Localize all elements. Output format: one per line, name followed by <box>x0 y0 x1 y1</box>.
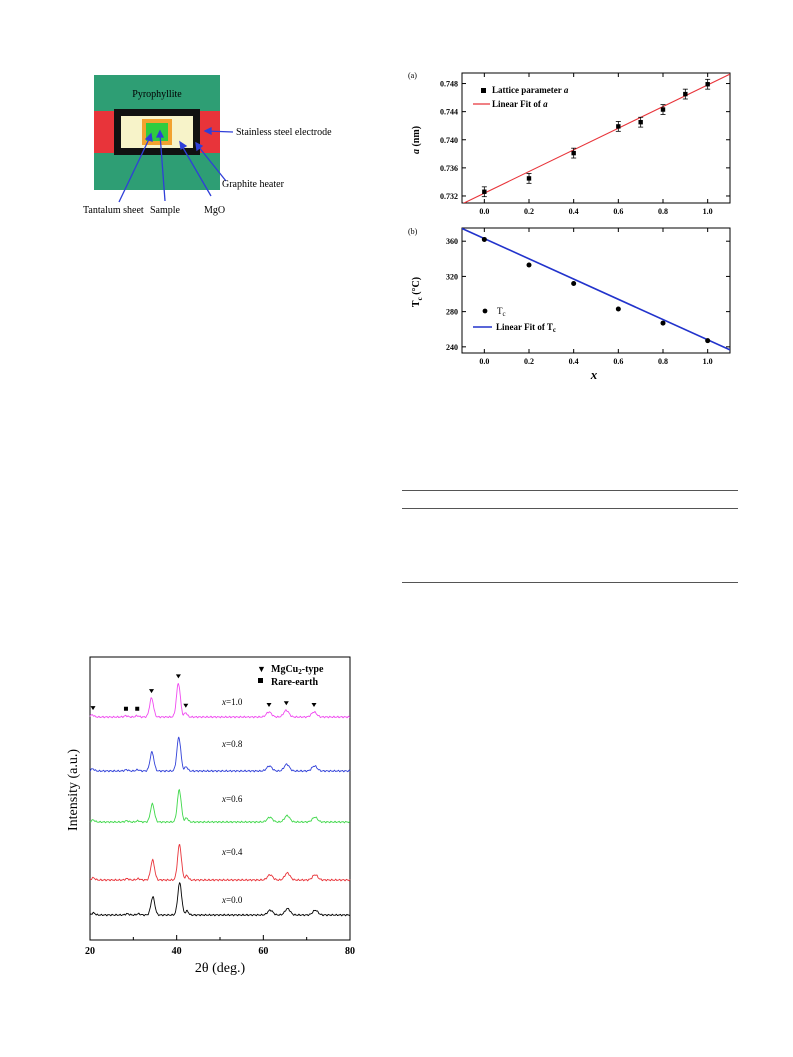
label-tantalum: Tantalum sheet <box>83 205 144 216</box>
lattice-y-tick-label: 0.744 <box>440 108 458 117</box>
lattice-x-tick-label: 0.0 <box>479 207 489 216</box>
lattice-data-point <box>638 119 643 125</box>
legend-a-label-1: Lattice parameter <box>492 85 564 95</box>
legend-b-label-2: Linear Fit of T <box>496 322 553 332</box>
xrd-series-label: x=0.6 <box>221 794 243 804</box>
lattice-parameter-chart: (a) a (nm) Lattice parameter a Linear Fi… <box>408 71 731 216</box>
table-top-rule <box>402 490 738 491</box>
xrd-x-tick-label: 20 <box>85 946 95 957</box>
tc-y-tick-label: 360 <box>446 237 458 246</box>
lattice-y-tick-label: 0.732 <box>440 192 458 201</box>
xrd-mgcu2-marker <box>149 689 154 694</box>
tc-y-tick-label: 280 <box>446 308 458 317</box>
tc-data-point <box>571 280 577 286</box>
xrd-x-tick-label: 60 <box>258 946 268 957</box>
xrd-legend-label-2: Rare-earth <box>271 677 318 688</box>
y-axis-label-a: a (nm) <box>411 126 422 154</box>
tc-fit-line <box>462 228 730 351</box>
xrd-series-label: x=0.0 <box>221 895 243 905</box>
svg-text:Lattice parameter a: Lattice parameter a <box>492 85 569 95</box>
xrd-pattern-line <box>89 736 351 773</box>
electrode-left <box>94 111 116 153</box>
tc-x-tick-label: 0.2 <box>524 357 534 366</box>
svg-text:MgCu2-type: MgCu2-type <box>271 664 324 676</box>
panel-label-b: (b) <box>408 227 418 236</box>
tc-x-tick-label: 0.4 <box>569 357 579 366</box>
tc-x-tick-label: 0.6 <box>613 357 623 366</box>
label-pyrophyllite: Pyrophyllite <box>132 89 182 100</box>
lattice-data-point <box>660 107 666 112</box>
lattice-y-tick-label: 0.748 <box>440 80 458 89</box>
xrd-series-label: x=0.4 <box>221 847 243 857</box>
xrd-rare-earth-marker <box>135 706 140 711</box>
xrd-x-tick-label: 80 <box>345 946 355 957</box>
tc-data-point <box>705 338 711 344</box>
x-axis-label-b: x <box>590 367 598 382</box>
xrd-mgcu2-marker <box>175 674 181 679</box>
xrd-mgcu2-marker <box>90 706 96 711</box>
xrd-pattern-line <box>89 788 351 824</box>
lattice-x-tick-label: 0.4 <box>569 207 579 216</box>
tc-data-point <box>481 236 487 242</box>
lattice-data-point <box>705 82 710 87</box>
xrd-chart: Intensity (a.u.) 2θ (deg.) ▼ MgCu2-type … <box>66 656 355 976</box>
tc-y-tick-label: 240 <box>446 343 458 352</box>
xrd-pattern-line <box>89 682 351 719</box>
lattice-x-tick-label: 0.2 <box>524 207 534 216</box>
lattice-x-tick-label: 1.0 <box>703 207 713 216</box>
svg-text:▼: ▼ <box>257 664 266 674</box>
lattice-x-tick-label: 0.8 <box>658 207 668 216</box>
xrd-y-axis-label: Intensity (a.u.) <box>66 749 81 831</box>
cell-assembly-figure: Pyrophyllite Stainless steel electrode G… <box>83 75 332 216</box>
svg-text:Tc: Tc <box>497 306 506 318</box>
tc-data-point <box>526 262 532 268</box>
tc-chart: (b) Tc (°C) x Tc Linear Fit of Tc 0.0 0.2… <box>408 227 731 382</box>
table-header-rule <box>402 508 738 509</box>
svg-text:Linear Fit of a: Linear Fit of a <box>492 99 548 109</box>
legend-b-label-1: T <box>497 306 503 316</box>
xrd-x-axis-label: 2θ (deg.) <box>195 961 246 976</box>
xrd-mgcu2-marker <box>266 703 272 707</box>
label-graphite: Graphite heater <box>222 179 285 190</box>
lattice-data-point <box>683 91 688 97</box>
lattice-plot-frame <box>461 72 731 204</box>
y-axis-label-b: Tc (°C) <box>411 277 424 307</box>
xrd-legend: ▼ MgCu2-type Rare-earth <box>257 664 324 688</box>
tc-plot-frame <box>461 227 731 354</box>
lattice-x-tick-label: 0.6 <box>613 207 623 216</box>
xrd-mgcu2-marker <box>283 701 289 706</box>
xrd-pattern-line <box>89 843 351 882</box>
xrd-series-label: x=0.8 <box>221 739 243 749</box>
xrd-series-label: x=1.0 <box>221 697 243 707</box>
legend-a-label-2: Linear Fit of <box>492 99 543 109</box>
legend-a: Lattice parameter a Linear Fit of a <box>473 85 569 109</box>
label-electrode: Stainless steel electrode <box>236 127 332 138</box>
tc-x-tick-label: 0.0 <box>479 357 489 366</box>
tc-y-tick-label: 320 <box>446 272 458 281</box>
xrd-mgcu2-marker <box>311 703 317 707</box>
xrd-legend-label-1: MgCu <box>271 664 299 675</box>
lattice-data-point <box>616 124 621 129</box>
lattice-y-tick-label: 0.740 <box>440 136 458 145</box>
tc-data-point <box>660 320 666 326</box>
lattice-data-point <box>526 176 532 181</box>
panel-label-a: (a) <box>408 71 417 80</box>
legend-b: Tc Linear Fit of Tc <box>473 306 556 334</box>
xrd-rare-earth-marker <box>123 706 128 711</box>
xrd-plot-frame <box>89 656 351 941</box>
label-mgo: MgO <box>204 205 225 216</box>
label-sample: Sample <box>150 205 181 216</box>
tc-x-tick-label: 0.8 <box>658 357 668 366</box>
xrd-mgcu2-marker <box>183 703 189 708</box>
xrd-pattern-line <box>89 881 351 917</box>
xrd-x-tick-label: 40 <box>172 946 182 957</box>
svg-text:Linear Fit of Tc: Linear Fit of Tc <box>496 322 556 334</box>
lattice-data-point <box>482 189 487 194</box>
tc-data-point <box>615 306 621 312</box>
tc-x-tick-label: 1.0 <box>703 357 713 366</box>
table-bottom-rule <box>402 582 738 583</box>
lattice-data-point <box>571 150 576 156</box>
lattice-y-tick-label: 0.736 <box>440 164 458 173</box>
